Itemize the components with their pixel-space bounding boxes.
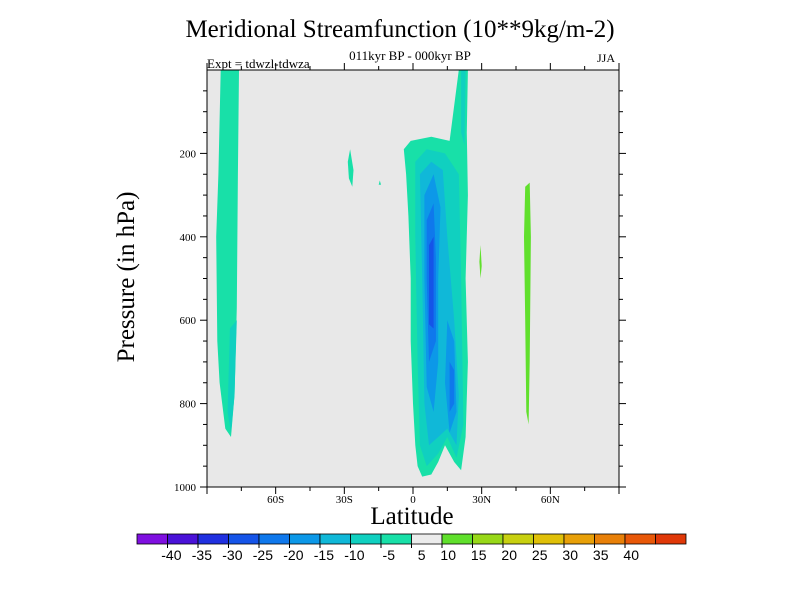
colorbar-box — [167, 533, 199, 545]
contour-hadley-cell-f — [449, 361, 455, 412]
contour-sh-polar-inner — [227, 320, 237, 433]
y-tick-label: 800 — [180, 399, 197, 411]
colorbar-box — [197, 533, 229, 545]
colorbar-label: 15 — [471, 547, 487, 563]
contour-nh-ferrel-positive — [524, 182, 531, 425]
colorbar-label: -25 — [253, 547, 273, 563]
colorbar-label: 5 — [418, 547, 426, 563]
colorbar-label: 10 — [440, 547, 456, 563]
colorbar-box — [228, 533, 260, 545]
y-tick-label: 1000 — [174, 482, 197, 494]
contour-hadley-core — [429, 236, 434, 329]
colorbar-label: -15 — [314, 547, 334, 563]
colorbar-box — [136, 533, 168, 545]
colorbar-box — [411, 533, 443, 545]
x-axis-label: Latitude — [370, 503, 454, 530]
colorbar-box — [441, 533, 473, 545]
y-tick-label: 200 — [180, 148, 197, 160]
chart-subtitle: 011kyr BP - 000kyr BP — [349, 48, 471, 63]
colorbar-box — [594, 533, 626, 545]
colorbar-label: -40 — [161, 547, 181, 563]
x-tick-label: 30S — [336, 494, 353, 506]
colorbar: -40 -35 -30 -25 -20 -15 -10 -5 5 10 15 20 25 30 35 40 — [136, 533, 687, 563]
colorbar-box — [472, 533, 504, 545]
colorbar-label: -5 — [383, 547, 396, 563]
contour-sh-tiny-blob — [378, 180, 381, 185]
y-tick-label: 600 — [180, 315, 197, 327]
colorbar-box — [563, 533, 595, 545]
colorbar-box — [502, 533, 534, 545]
colorbar-label: 35 — [593, 547, 609, 563]
contour-nh-small-positive — [479, 245, 482, 279]
season-label: JJA — [597, 51, 616, 65]
colorbar-box — [655, 533, 687, 545]
x-tick-label: 0 — [410, 494, 416, 506]
colorbar-label: 20 — [501, 547, 517, 563]
colorbar-box — [289, 533, 321, 545]
plot-axes: 200 400 600 800 1000 60S 30S 0 30N 60N — [174, 63, 626, 506]
x-tick-label: 30N — [472, 494, 491, 506]
colorbar-box — [350, 533, 382, 545]
colorbar-label: -10 — [344, 547, 364, 563]
y-tick-label: 400 — [180, 232, 197, 244]
colorbar-label: 40 — [623, 547, 639, 563]
colorbar-box — [533, 533, 565, 545]
contour-hadley-cell-upper — [461, 70, 466, 146]
colorbar-box — [624, 533, 656, 545]
x-tick-label: 60N — [541, 494, 560, 506]
experiment-label: Expt = tdwzl-tdwza — [207, 56, 310, 71]
colorbar-label: 25 — [532, 547, 548, 563]
colorbar-label: -20 — [283, 547, 303, 563]
colorbar-label: -30 — [222, 547, 242, 563]
colorbar-label: 30 — [562, 547, 578, 563]
x-tick-label: 60S — [267, 494, 284, 506]
contour-regions — [216, 70, 531, 477]
colorbar-box — [319, 533, 351, 545]
colorbar-label: -35 — [192, 547, 212, 563]
colorbar-box — [380, 533, 412, 545]
colorbar-box — [258, 533, 290, 545]
contour-sh-small-blob — [347, 149, 354, 187]
chart-title: Meridional Streamfunction (10**9kg/m-2) — [185, 16, 615, 43]
